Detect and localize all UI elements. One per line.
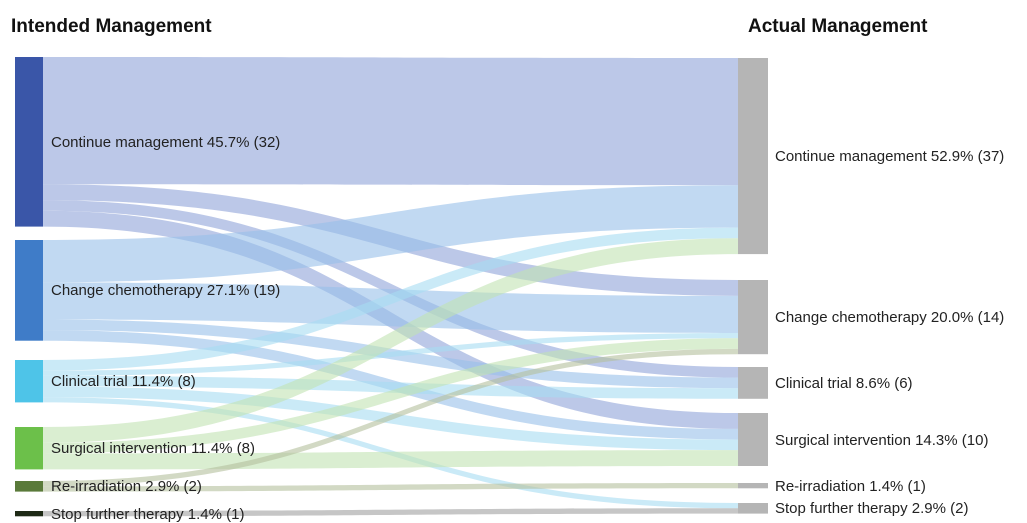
right-label-re-irradiation: Re-irradiation 1.4% (1) — [775, 477, 926, 495]
right-label-surgical-intervention: Surgical intervention 14.3% (10) — [775, 431, 989, 449]
link-sf-to-sf — [43, 508, 738, 517]
link-cc-to-cc — [43, 282, 738, 333]
right-label-continue-management: Continue management 52.9% (37) — [775, 148, 1005, 166]
right-column-title: Actual Management — [748, 16, 928, 37]
left-node-ct — [15, 360, 43, 403]
left-node-si — [15, 427, 43, 470]
link-si-to-si — [43, 450, 738, 470]
right-label-change-chemotherapy: Change chemotherapy 20.0% (14) — [775, 309, 1005, 327]
link-cm-to-ct — [43, 200, 738, 378]
right-node-sf — [738, 503, 768, 514]
left-label-continue-management: Continue management 45.7% (32) — [51, 133, 281, 151]
link-cm-to-cm — [43, 57, 738, 186]
right-node-ct — [738, 367, 768, 399]
link-si-to-cm — [43, 238, 738, 443]
left-column-title: Intended Management — [11, 16, 212, 37]
right-label-clinical-trial: Clinical trial 8.6% (6) — [775, 374, 913, 392]
right-label-stop-further-therapy: Stop further therapy 2.9% (2) — [775, 500, 969, 518]
left-node-sf — [15, 511, 43, 517]
link-si-to-cc — [43, 338, 738, 454]
left-node-ri — [15, 481, 43, 492]
link-ri-to-ri — [43, 483, 738, 492]
link-ct-to-ct — [43, 375, 738, 399]
right-node-cm — [738, 58, 768, 255]
right-node-ri — [738, 483, 768, 489]
left-node-cm — [15, 57, 43, 227]
nodes — [15, 57, 768, 517]
right-node-cc — [738, 280, 768, 355]
link-cc-to-cm — [43, 185, 738, 283]
left-label-clinical-trial: Clinical trial 11.4% (8) — [51, 373, 196, 391]
link-ri-to-cc — [43, 348, 738, 487]
link-ct-to-cm — [43, 227, 738, 371]
left-label-re-irradiation: Re-irradiation 2.9% (2) — [51, 478, 202, 496]
left-label-stop-further-therapy: Stop further therapy 1.4% (1) — [51, 505, 245, 523]
right-node-si — [738, 413, 768, 466]
links — [43, 57, 738, 517]
left-label-surgical-intervention: Surgical intervention 11.4% (8) — [51, 440, 255, 458]
link-ct-to-cc — [43, 333, 738, 376]
left-label-change-chemotherapy: Change chemotherapy 27.1% (19) — [51, 282, 281, 300]
left-node-cc — [15, 240, 43, 341]
